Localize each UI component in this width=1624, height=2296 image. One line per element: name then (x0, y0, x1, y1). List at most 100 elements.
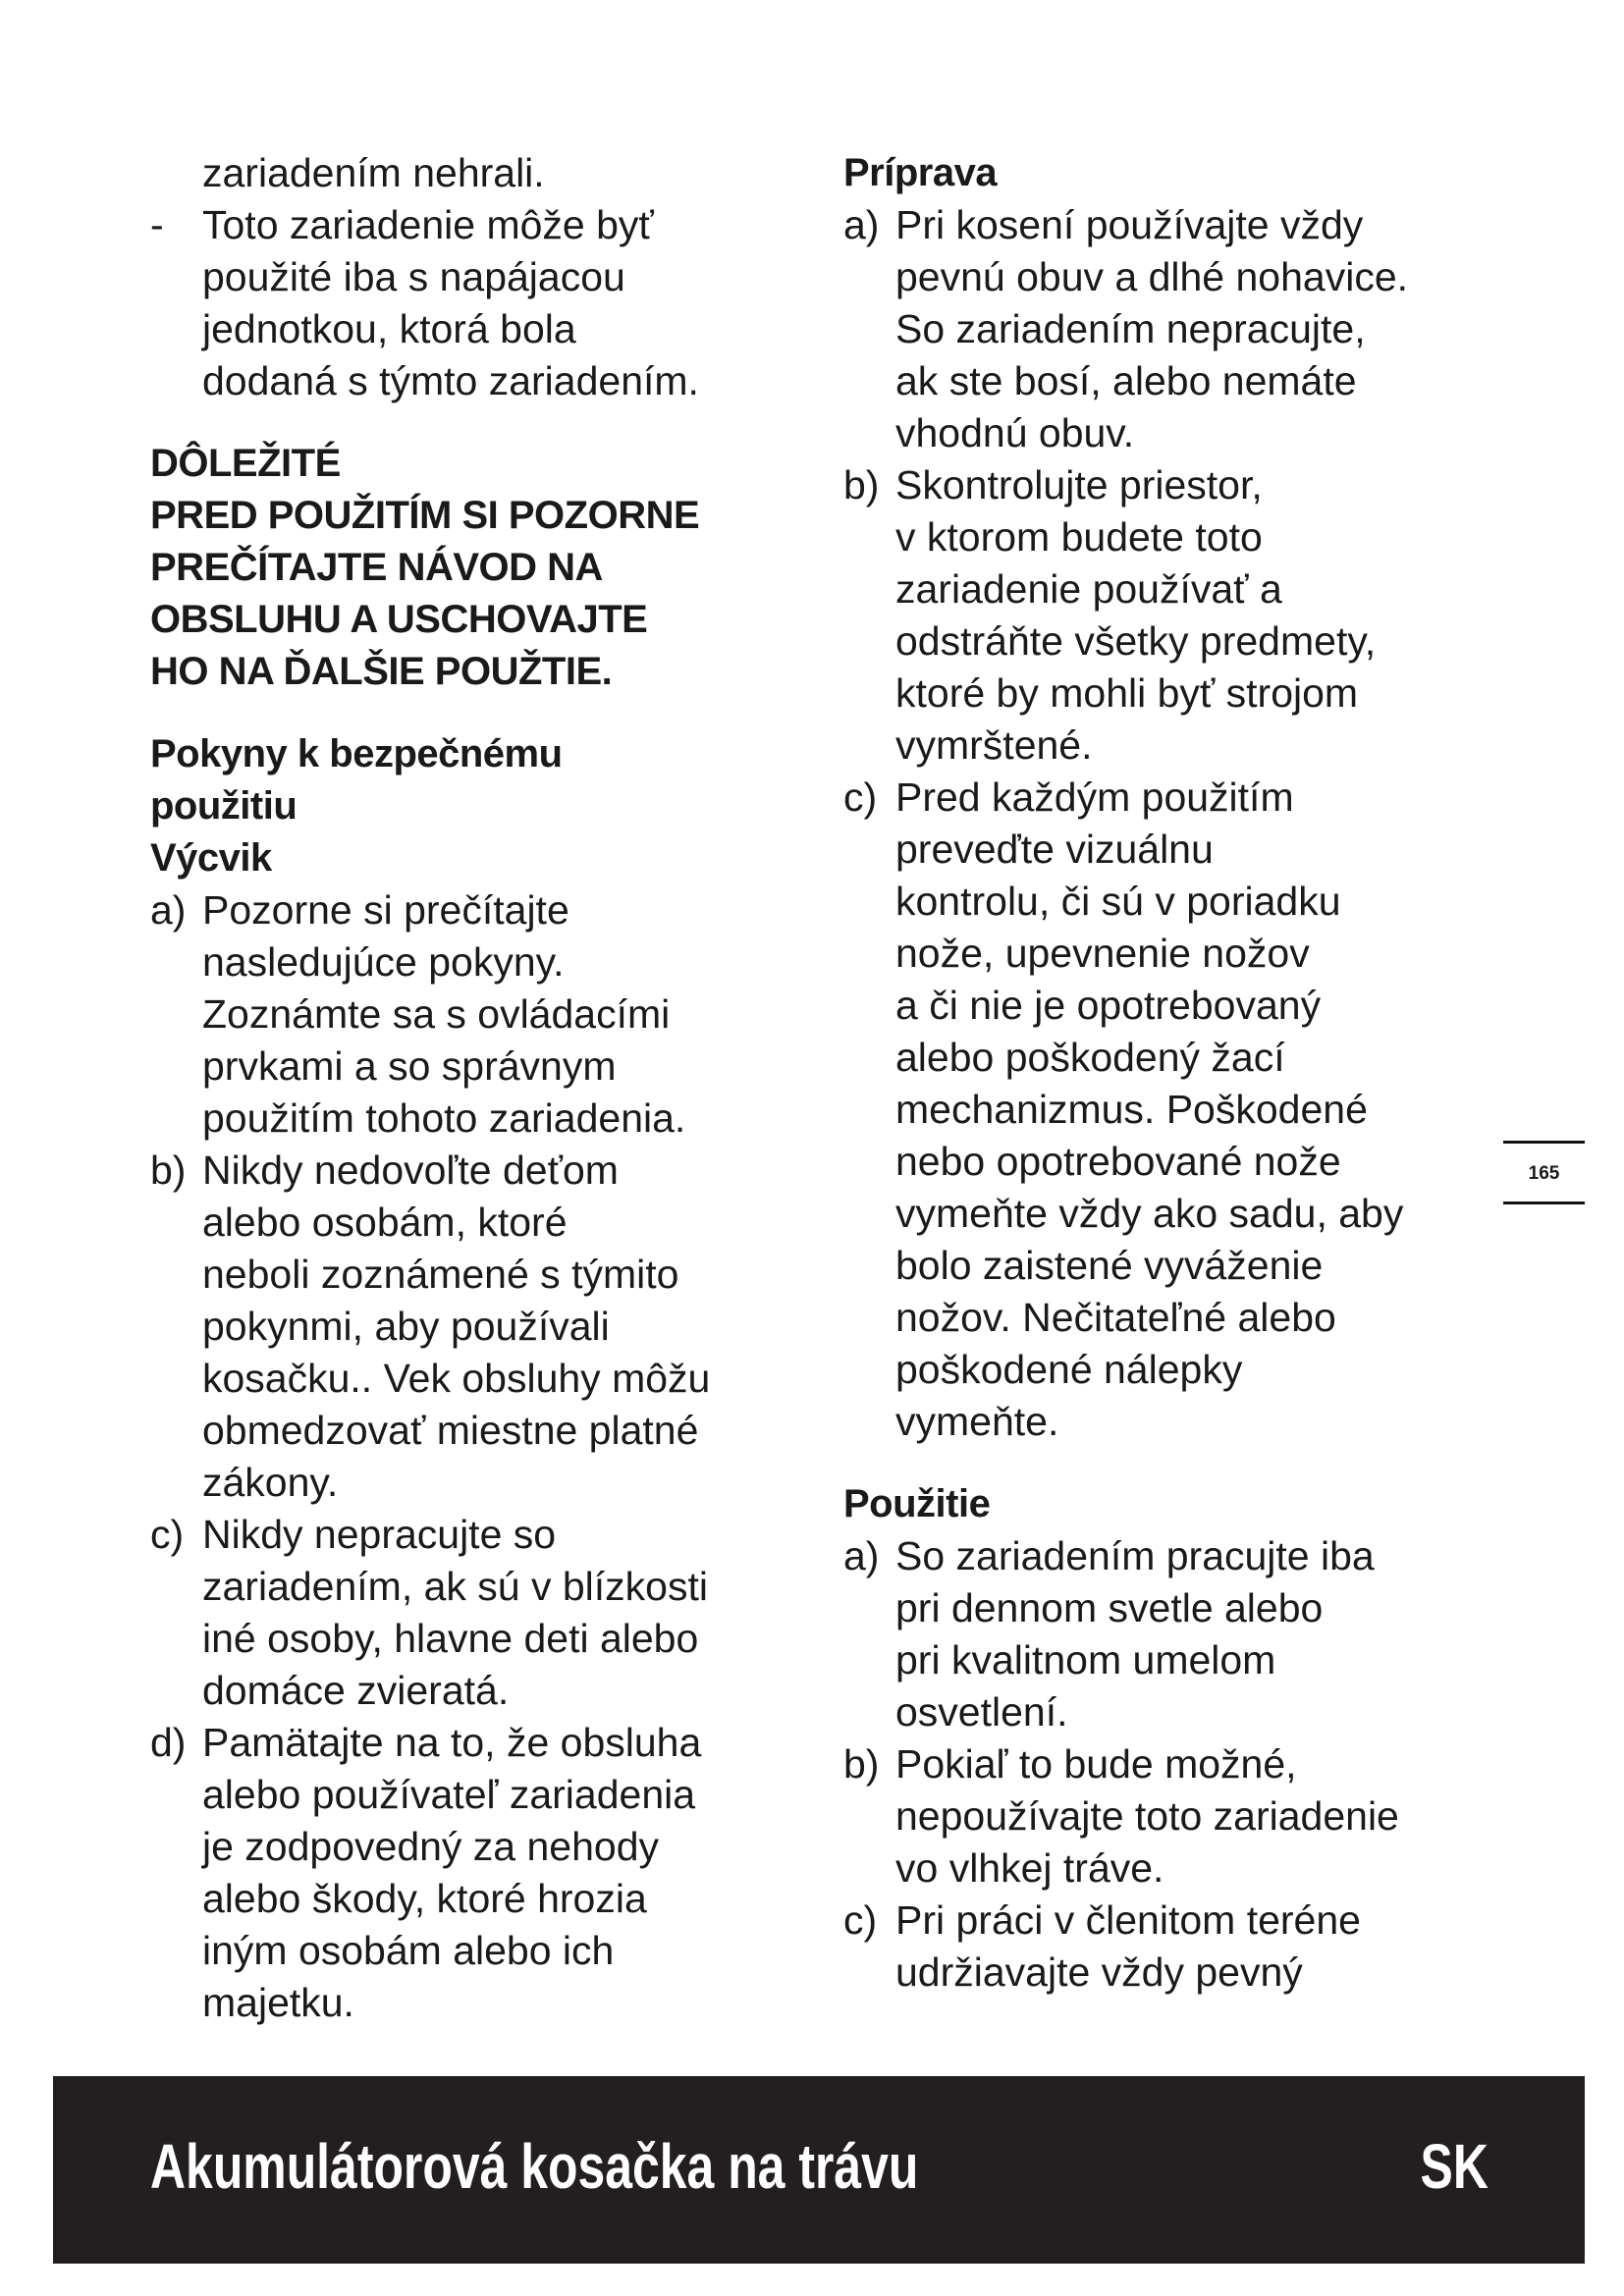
list-item-text: Skontrolujte priestor, (895, 462, 1263, 507)
list-item-line: ak ste bosí, alebo nemáte (843, 355, 1511, 407)
list-item-label: c) (843, 1897, 878, 1943)
list-item-text: So zariadením pracujte iba (895, 1533, 1375, 1578)
right-column: Príprava a) Pri kosení používajte vždy pevn… (843, 147, 1511, 1999)
list-item-line: domáce zvieratá. (150, 1665, 798, 1717)
list-item-text: poškodené nálepky (895, 1347, 1243, 1392)
list-item-line: So zariadením nepracujte, (843, 303, 1511, 355)
footer-title: Akumulátorová kosačka na trávu (150, 2131, 919, 2202)
list-item-line: vhodnú obuv. (843, 407, 1511, 459)
list-item-text: použité iba s napájacou (202, 254, 625, 299)
list-item-text: Toto zariadenie môže byť (202, 202, 654, 247)
list-item-line: c) Nikdy nepracujte so (150, 1509, 798, 1561)
page-number-rule-bottom (1503, 1201, 1585, 1204)
list-item-text: vymeňte vždy ako sadu, aby (895, 1191, 1404, 1236)
list-item-text: pri dennom svetle alebo (895, 1585, 1324, 1630)
list-item-line: b) Skontrolujte priestor, (843, 459, 1511, 511)
list-item-label: c) (150, 1512, 185, 1557)
list-item-text: udržiavajte vždy pevný (895, 1949, 1303, 1995)
list-item-text: zariadenie používať a (895, 566, 1282, 612)
list-item-line: osvetlení. (843, 1686, 1511, 1738)
list-item-text: osvetlení. (895, 1689, 1068, 1735)
list-item-text: a či nie je opotrebovaný (895, 983, 1322, 1028)
list-item-line: neboli zoznámené s týmito (150, 1249, 798, 1301)
list-item-text: pokynmi, aby používali (202, 1304, 610, 1349)
section-title: Pokyny k bezpečnému (150, 732, 563, 775)
list-item-text: zariadením nehrali. (202, 150, 545, 195)
list-item-text: mechanizmus. Poškodené (895, 1087, 1368, 1132)
list-item-line: preveďte vizuálnu (843, 824, 1511, 876)
list-item-line: a) Pozorne si prečítajte (150, 884, 798, 936)
list-item-line: a či nie je opotrebovaný (843, 980, 1511, 1032)
warning-heading: HO NA ĎALŠIE POUŽTIE. (150, 650, 613, 693)
list-item-line: zariadenie používať a (843, 563, 1511, 615)
footer-bar: Akumulátorová kosačka na trávu SK (53, 2076, 1585, 2264)
list-item-text: Pozorne si prečítajte (202, 887, 569, 933)
list-item-text: kosačku.. Vek obsluhy môžu (202, 1356, 711, 1401)
list-item-text: vhodnú obuv. (895, 410, 1135, 455)
list-item-line: alebo používateľ zariadenia (150, 1769, 798, 1821)
list-item-text: alebo osobám, ktoré (202, 1200, 568, 1245)
list-item-line: vymrštené. (843, 720, 1511, 772)
list-item-label: b) (150, 1148, 187, 1193)
list-item-line: vymeňte vždy ako sadu, aby (843, 1188, 1511, 1240)
list-item-line: nepoužívajte toto zariadenie (843, 1790, 1511, 1842)
list-item-text: kontrolu, či sú v poriadku (895, 879, 1341, 924)
list-item-text: odstráňte všetky predmety, (895, 618, 1377, 664)
list-item-line: iným osobám alebo ich (150, 1925, 798, 1977)
list-item-line: ktoré by mohli byť strojom (843, 667, 1511, 720)
list-item-line: dodaná s týmto zariadením. (150, 355, 798, 407)
list-item-line: mechanizmus. Poškodené (843, 1084, 1511, 1136)
list-item-line: pevnú obuv a dlhé nohavice. (843, 251, 1511, 303)
subsection-title: Výcvik (150, 836, 272, 880)
list-item-label: c) (843, 774, 878, 820)
list-item-text: Pamätajte na to, že obsluha (202, 1720, 702, 1765)
list-item-text: zákony. (202, 1460, 339, 1505)
list-item-text: bolo zaistené vyváženie (895, 1243, 1324, 1288)
list-item-text: domáce zvieratá. (202, 1668, 510, 1713)
list-item-line: zariadením nehrali. (150, 147, 798, 199)
list-item-text: alebo škody, ktoré hrozia (202, 1876, 647, 1921)
list-item-line: a) Pri kosení používajte vždy (843, 199, 1511, 251)
list-item-line: pokynmi, aby používali (150, 1301, 798, 1353)
list-item-text: alebo používateľ zariadenia (202, 1772, 696, 1817)
list-item-line: obmedzovať miestne platné (150, 1405, 798, 1457)
list-item-label: a) (843, 1533, 880, 1578)
list-item-text: Zoznámte sa s ovládacími (202, 991, 671, 1037)
list-item-line: alebo poškodený žací (843, 1032, 1511, 1084)
list-item-line: použitím tohoto zariadenia. (150, 1093, 798, 1145)
list-item-line: pri dennom svetle alebo (843, 1582, 1511, 1634)
list-item-line: b) Nikdy nedovoľte deťom (150, 1145, 798, 1197)
list-item-line: c) Pri práci v členitom teréne (843, 1895, 1511, 1947)
list-item-line: d) Pamätajte na to, že obsluha (150, 1717, 798, 1769)
list-item-line: je zodpovedný za nehody (150, 1821, 798, 1873)
list-item-line: zariadením, ak sú v blízkosti (150, 1561, 798, 1613)
page-number-rule-top (1503, 1141, 1585, 1144)
list-item-text: iným osobám alebo ich (202, 1928, 615, 1973)
list-item-text: majetku. (202, 1980, 354, 2025)
list-item-text: nožov. Nečitateľné alebo (895, 1295, 1336, 1340)
list-item-text: Pri kosení používajte vždy (895, 202, 1364, 247)
list-item-text: vymrštené. (895, 722, 1093, 768)
list-item-text: vo vlhkej tráve. (895, 1845, 1164, 1891)
list-item-text: nože, upevnenie nožov (895, 931, 1310, 976)
list-item-text: Nikdy nedovoľte deťom (202, 1148, 619, 1193)
page-number: 165 (1528, 1163, 1560, 1184)
list-item-text: Pokiaľ to bude možné, (895, 1741, 1297, 1787)
list-item-line: alebo osobám, ktoré (150, 1197, 798, 1249)
list-item-line: prvkami a so správnym (150, 1041, 798, 1093)
list-item-text: použitím tohoto zariadenia. (202, 1095, 686, 1141)
list-item-line: kontrolu, či sú v poriadku (843, 876, 1511, 928)
list-item-text: vymeňte. (895, 1399, 1059, 1444)
list-item-text: pevnú obuv a dlhé nohavice. (895, 254, 1409, 299)
list-item-text: So zariadením nepracujte, (895, 306, 1366, 351)
list-item-line: nasledujúce pokyny. (150, 936, 798, 988)
list-item-text: nasledujúce pokyny. (202, 939, 565, 985)
list-item-text: alebo poškodený žací (895, 1035, 1285, 1080)
list-item-label: b) (843, 462, 880, 507)
list-item-text: nepoužívajte toto zariadenie (895, 1793, 1399, 1839)
list-item-label: a) (843, 202, 880, 247)
list-item-text: ktoré by mohli byť strojom (895, 670, 1359, 716)
warning-heading: PRED POUŽITÍM SI POZORNE (150, 494, 700, 537)
list-item-text: iné osoby, hlavne deti alebo (202, 1616, 699, 1661)
list-item-line: v ktorom budete toto (843, 511, 1511, 563)
